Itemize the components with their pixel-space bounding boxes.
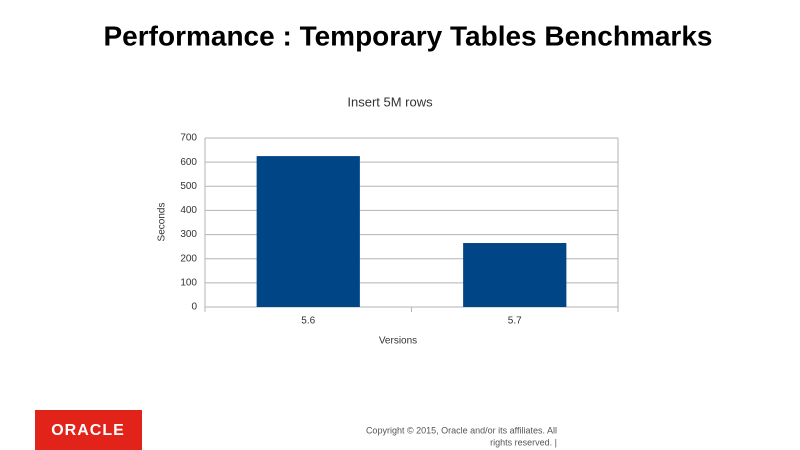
plot: 0 100 200 300 400 500 600 700 5.6 5.7 [180, 133, 619, 327]
logo-box [35, 410, 142, 450]
y-tick-label: 500 [180, 181, 197, 192]
copyright: rights reserved. | [490, 437, 557, 447]
x-tick-label: 5.7 [508, 316, 522, 327]
bar [463, 243, 567, 307]
y-axis-label: Seconds [157, 203, 168, 242]
copyright: Copyright © 2015, Oracle and/or its affi… [366, 425, 557, 435]
x-axis-label: Versions [379, 336, 417, 347]
slide-title: Performance : Temporary Tables Benchmark… [104, 20, 713, 51]
bar [256, 156, 360, 307]
logo: ORACLE [51, 422, 125, 439]
y-tick-label: 0 [191, 302, 197, 313]
y-tick-label: 100 [180, 277, 197, 288]
y-tick-label: 600 [180, 157, 197, 168]
y-tick-label: 200 [180, 253, 197, 264]
y-tick-label: 700 [180, 133, 197, 144]
x-tick-label: 5.6 [301, 316, 315, 327]
chart-title: Insert 5M rows [347, 94, 433, 109]
y-tick-label: 400 [180, 205, 197, 216]
y-tick-label: 300 [180, 229, 197, 240]
